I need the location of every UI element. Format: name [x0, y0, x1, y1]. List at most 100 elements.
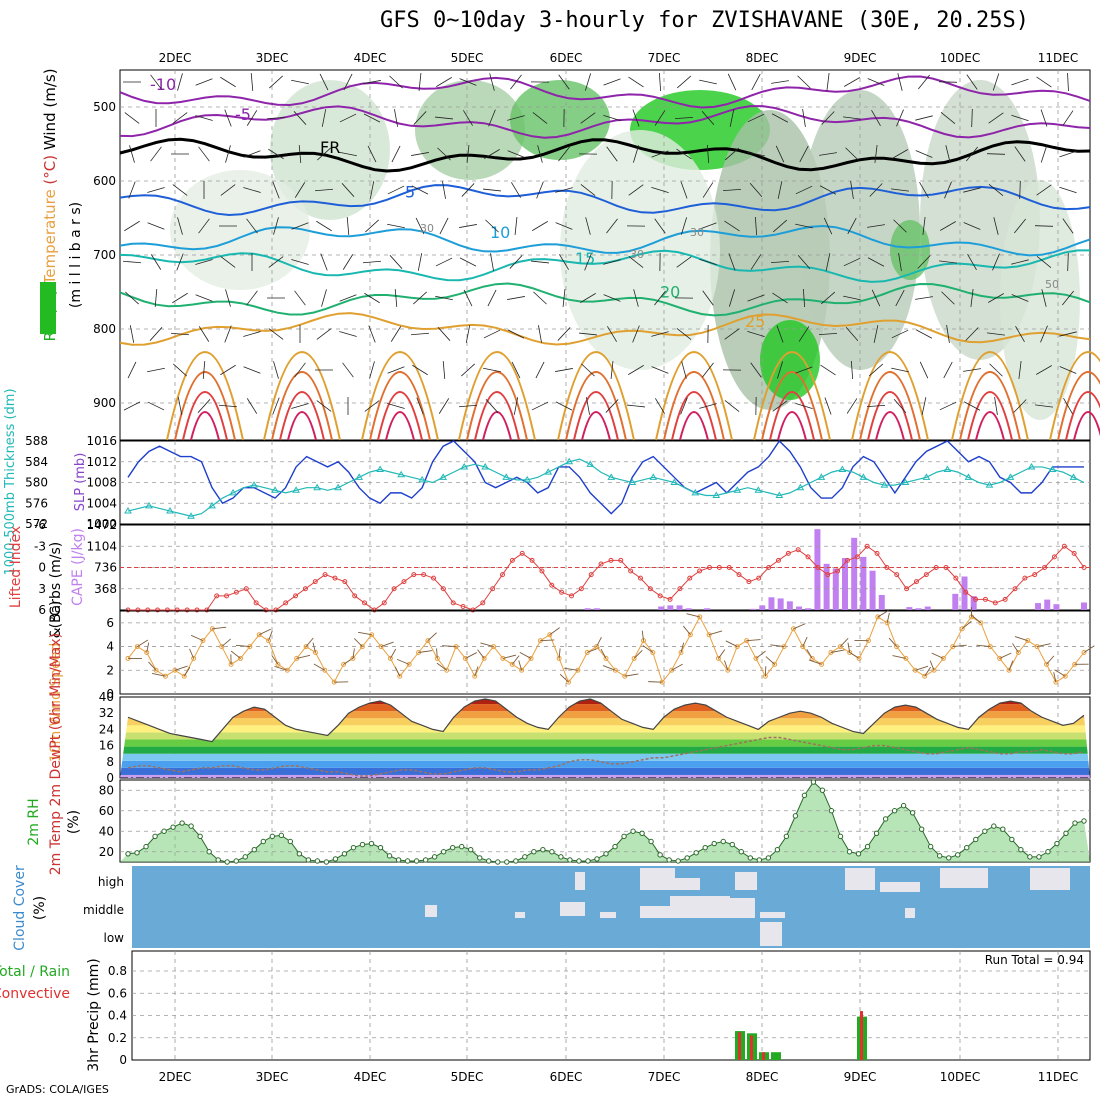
thickness-marker: [397, 470, 406, 478]
wind-barb: [416, 397, 424, 415]
li-marker: [342, 579, 348, 585]
wind-barb: [918, 74, 930, 90]
wind-barb: [971, 108, 973, 128]
li-marker: [1061, 543, 1067, 549]
rh-marker: [314, 858, 321, 864]
wind-barb: [170, 332, 190, 336]
rh-marker: [882, 816, 889, 822]
wind-barb-10m: [189, 648, 195, 659]
cape-ylabel-text: CAPE (J/kg): [70, 528, 86, 606]
rh-marker: [215, 857, 221, 863]
wind-barb: [268, 148, 284, 160]
rh-marker: [251, 847, 257, 853]
thickness-marker: [544, 468, 553, 475]
li-marker: [1012, 586, 1018, 592]
wind10m-ylabel: 10m Wind Speed & Barbs (m/s): [48, 542, 64, 762]
label-part: Speed: [48, 638, 64, 686]
bottom-day-label: 7DEC: [648, 1070, 681, 1084]
li-marker: [214, 593, 220, 599]
wind-barb-10m: [183, 666, 191, 677]
wind-barb: [390, 326, 402, 342]
wind-barb: [610, 361, 614, 379]
wind-barb: [532, 221, 548, 231]
warm-contour: [851, 351, 929, 441]
wind-barb: [293, 111, 307, 125]
wind-barb: [802, 109, 806, 127]
li-marker: [362, 600, 368, 606]
rh-marker: [603, 851, 609, 857]
rh-marker: [855, 851, 862, 857]
li-marker: [618, 557, 624, 563]
wind-barb-10m: [999, 652, 1012, 659]
wind-barb: [154, 288, 158, 308]
rh-marker: [684, 855, 690, 861]
wind-speed-marker: [172, 667, 178, 673]
label-part: (6hr Min/Max): [48, 628, 64, 730]
rh-marker: [486, 858, 492, 864]
wind-barb: [220, 184, 236, 196]
cloud-layer-label: middle: [83, 903, 124, 917]
wind-barb: [463, 110, 473, 126]
wind-speed-marker: [378, 644, 384, 650]
rh-shading: [270, 80, 390, 220]
cloud-background: [132, 866, 1090, 948]
wind-barb-10m: [683, 625, 691, 635]
wind-barb: [751, 73, 761, 91]
wind-barb-10m: [190, 634, 204, 642]
wind-speed-marker: [275, 661, 281, 667]
wind-barb: [603, 294, 621, 302]
wind-barb-10m: [465, 652, 477, 659]
li-marker: [371, 607, 377, 613]
wind-barb: [747, 151, 765, 157]
wind-barb: [632, 325, 640, 343]
li-line: [128, 545, 1085, 611]
wind-speed-marker: [715, 655, 721, 661]
wind-barb-10m: [648, 681, 663, 683]
wind-barb: [463, 289, 473, 307]
top-day-label: 4DEC: [354, 51, 387, 65]
rh-marker: [495, 859, 501, 865]
wind-speed-marker: [753, 655, 759, 661]
wind-barb: [558, 74, 570, 90]
li-marker: [529, 557, 535, 563]
rh-contour-label: 30: [690, 226, 704, 239]
top-day-label: 8DEC: [746, 51, 779, 65]
isotherm-label: 5: [405, 183, 415, 202]
wind-barb: [632, 109, 640, 127]
wind-barb: [747, 113, 765, 123]
warm-contour: [663, 371, 725, 441]
wind-barb: [555, 187, 573, 193]
wind-barb: [389, 75, 403, 89]
li-marker: [854, 554, 860, 560]
wind-barb: [364, 400, 380, 412]
wind-barb-10m: [549, 627, 560, 636]
wind-barb: [651, 150, 669, 158]
wind-barb: [1041, 289, 1047, 307]
wind-barb-10m: [259, 628, 272, 636]
wind-barb: [437, 147, 451, 161]
wind-speed-marker: [978, 620, 984, 626]
rh-marker: [1045, 849, 1051, 855]
thickness-ylabel-text: 1000-500mb Thickness (dm): [3, 388, 18, 575]
rh-contour-label: 30: [630, 248, 644, 261]
wind-barb: [195, 294, 213, 302]
rh-marker: [1000, 826, 1006, 832]
cape-tick: 1472: [86, 518, 117, 532]
rh-marker: [630, 828, 636, 834]
thickness-marker: [523, 475, 532, 483]
wind-barb: [651, 331, 669, 337]
rh-tick: 60: [99, 804, 114, 818]
warm-contour: [1049, 351, 1100, 441]
wind-barb-10m: [442, 645, 457, 648]
warm-contour: [458, 351, 536, 441]
wind-barb: [1059, 331, 1077, 337]
rh-marker: [242, 854, 248, 860]
wind-barb: [702, 362, 714, 378]
wind-barb: [943, 361, 953, 379]
rh-marker: [747, 855, 754, 861]
wind-barb: [459, 224, 477, 228]
wind-barb: [294, 290, 306, 306]
cape-bar: [878, 594, 885, 610]
wind-barb: [268, 328, 284, 340]
label-part: (m i l l i b a r s): [68, 202, 84, 308]
